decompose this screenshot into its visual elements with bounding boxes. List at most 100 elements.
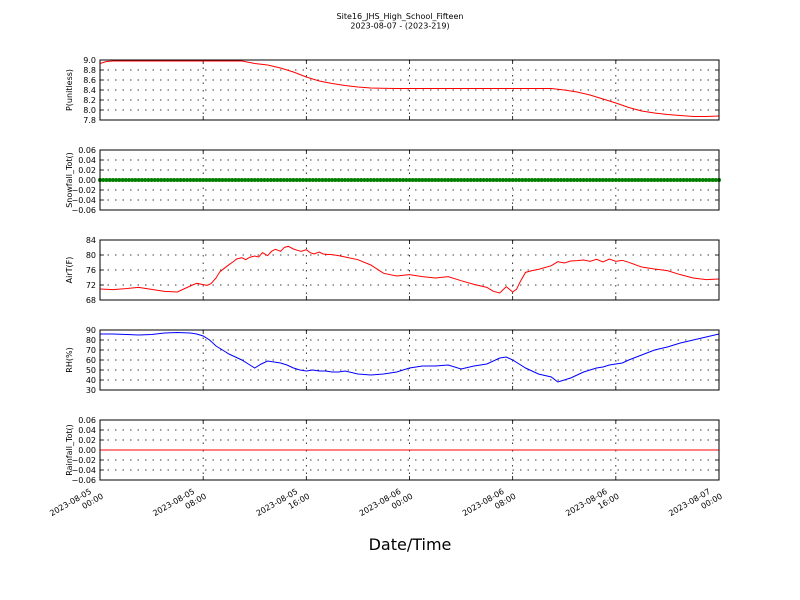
data-point <box>294 178 299 182</box>
y-axis-label: Snowfall_Tot() <box>65 152 74 208</box>
data-point <box>197 178 202 182</box>
data-point <box>143 178 148 182</box>
data-point <box>130 178 135 182</box>
data-point <box>291 178 296 182</box>
plot-frame <box>99 59 720 121</box>
series-line-air-temperature <box>99 245 720 294</box>
data-point <box>194 178 199 182</box>
data-point <box>304 178 309 182</box>
data-point <box>175 178 180 182</box>
data-point <box>691 178 696 182</box>
data-point <box>539 178 544 182</box>
x-tick-labels: 2023-08-0500:00 2023-08-0508:00 2023-08-05… <box>48 483 724 527</box>
y-tick-label: −0.04 <box>71 196 96 205</box>
data-point <box>471 178 476 182</box>
data-point <box>101 178 106 182</box>
y-tick-label: 80 <box>86 251 96 260</box>
data-point <box>365 178 370 182</box>
data-point <box>565 178 570 182</box>
data-point <box>210 178 215 182</box>
data-point <box>384 178 389 182</box>
data-point <box>497 178 502 182</box>
data-point <box>252 178 257 182</box>
data-point <box>500 178 505 182</box>
data-point <box>465 178 470 182</box>
x-tick-label: 2023-08-0508:00 <box>151 483 208 527</box>
y-tick-label: 8.2 <box>83 96 96 105</box>
data-point <box>178 178 183 182</box>
y-tick-label: 8.8 <box>83 66 96 75</box>
data-point <box>207 178 212 182</box>
plot-frame <box>99 149 720 211</box>
y-tick-label: 8.6 <box>83 76 96 85</box>
data-point <box>110 178 115 182</box>
data-point <box>494 178 499 182</box>
data-point <box>652 178 657 182</box>
data-point <box>684 178 689 182</box>
data-point <box>484 178 489 182</box>
rainfall-panel: −0.06−0.04−0.020.000.020.040.06 Rainfall_… <box>65 416 720 485</box>
data-point <box>346 178 351 182</box>
data-point <box>658 178 663 182</box>
data-point <box>668 178 673 182</box>
data-point <box>281 178 286 182</box>
y-tick-label: 90 <box>86 326 96 335</box>
data-point <box>678 178 683 182</box>
data-point <box>517 178 522 182</box>
data-point <box>555 178 560 182</box>
data-point <box>455 178 460 182</box>
data-point <box>594 178 599 182</box>
data-point <box>559 178 564 182</box>
data-point <box>491 178 496 182</box>
data-point <box>623 178 628 182</box>
data-point <box>326 178 331 182</box>
data-point <box>420 178 425 182</box>
y-tick-label: −0.02 <box>71 186 96 195</box>
data-point <box>662 178 667 182</box>
data-point <box>394 178 399 182</box>
data-point <box>388 178 393 182</box>
data-point <box>681 178 686 182</box>
data-point <box>320 178 325 182</box>
data-point <box>307 178 312 182</box>
data-point <box>246 178 251 182</box>
data-point <box>581 178 586 182</box>
data-point <box>449 178 454 182</box>
data-point <box>223 178 228 182</box>
data-point <box>481 178 486 182</box>
data-point <box>317 178 322 182</box>
data-point <box>697 178 702 182</box>
y-tick-label: −0.02 <box>71 456 96 465</box>
x-tick-label: 2023-08-0600:00 <box>358 483 415 527</box>
data-point <box>633 178 638 182</box>
series-snowfall <box>98 178 721 182</box>
data-point <box>526 178 531 182</box>
data-point <box>607 178 612 182</box>
data-point <box>349 178 354 182</box>
y-tick-label: 0.00 <box>78 176 96 185</box>
series-line-relative-humidity <box>100 331 720 383</box>
y-axis-label: AirT(F) <box>65 257 74 284</box>
y-tick-label: 60 <box>86 356 96 365</box>
data-point <box>530 178 535 182</box>
plot-frame <box>99 419 720 481</box>
y-tick-label: 0.00 <box>78 446 96 455</box>
y-axis-label: Rainfall_Tot() <box>65 424 74 476</box>
data-point <box>578 178 583 182</box>
snowfall-panel: −0.06−0.04−0.020.000.020.040.06 Snowfall_… <box>65 146 721 215</box>
data-point <box>426 178 431 182</box>
data-point <box>671 178 676 182</box>
data-point <box>259 178 264 182</box>
data-point <box>162 178 167 182</box>
data-point <box>314 178 319 182</box>
data-point <box>265 178 270 182</box>
data-point <box>159 178 164 182</box>
y-tick-label: 0.02 <box>78 436 96 445</box>
data-point <box>649 178 654 182</box>
data-point <box>185 178 190 182</box>
y-tick-label: −0.04 <box>71 466 96 475</box>
x-tick-label: 2023-08-0516:00 <box>255 483 312 527</box>
data-point <box>562 178 567 182</box>
data-point <box>488 178 493 182</box>
